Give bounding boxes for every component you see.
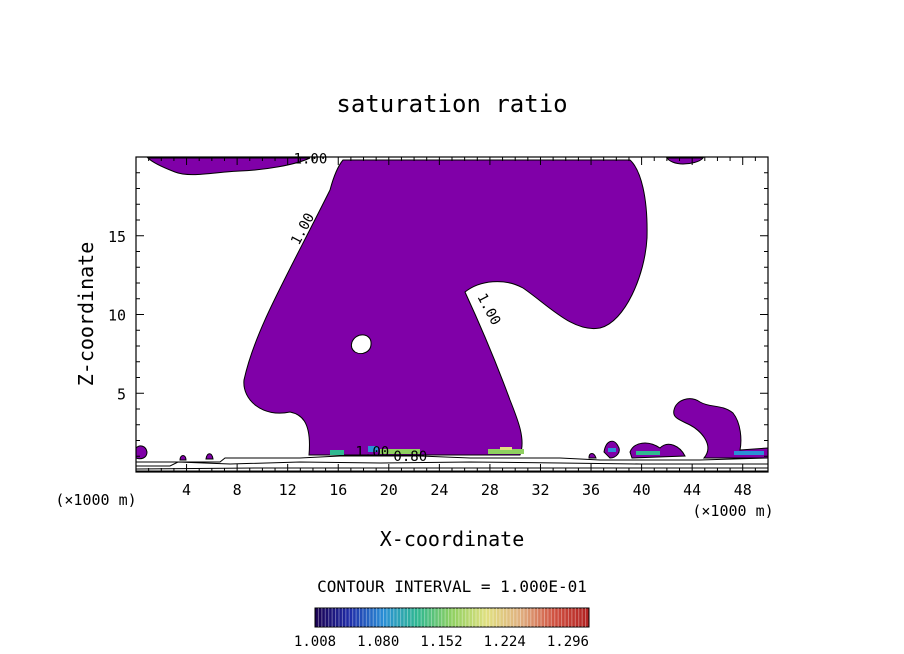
x-tick-label: 20 bbox=[380, 481, 398, 499]
high-ratio-cell bbox=[330, 450, 344, 455]
x-axis-unit-left: (×1000 m) bbox=[55, 491, 136, 509]
colorbar: 1.008 1.080 1.152 1.224 1.296 bbox=[294, 607, 590, 650]
x-tick-label: 28 bbox=[481, 481, 499, 499]
contour-line bbox=[136, 461, 768, 467]
y-axis-label: Z-coordinate bbox=[74, 242, 98, 387]
x-tick-label: 4 bbox=[182, 481, 191, 499]
colorbar-tick-label: 1.224 bbox=[484, 634, 526, 650]
x-tick-label: 44 bbox=[683, 481, 701, 499]
high-ratio-cell bbox=[734, 451, 764, 455]
contour-interval-label: CONTOUR INTERVAL = 1.000E-01 bbox=[317, 577, 587, 596]
surface-cell bbox=[205, 453, 214, 460]
supersaturation-region-top-left bbox=[146, 157, 311, 176]
contour-line bbox=[136, 455, 768, 463]
x-tick-label: 8 bbox=[233, 481, 242, 499]
supersaturation-region-main bbox=[243, 159, 648, 456]
chart-title: saturation ratio bbox=[336, 90, 567, 118]
plume-hole bbox=[350, 334, 372, 355]
x-axis-unit-right: (×1000 m) bbox=[692, 502, 773, 520]
supersaturation-region-right bbox=[673, 398, 768, 459]
high-ratio-cell bbox=[368, 446, 378, 452]
x-tick-label: 32 bbox=[531, 481, 549, 499]
x-tick-label: 16 bbox=[329, 481, 347, 499]
high-ratio-cell bbox=[500, 447, 512, 450]
supersaturation-region-top-right bbox=[666, 157, 705, 165]
high-ratio-cell bbox=[636, 451, 660, 455]
x-tick-label: 36 bbox=[582, 481, 600, 499]
high-ratio-cell bbox=[488, 449, 524, 454]
y-tick-label: 15 bbox=[108, 228, 126, 246]
contour-label: 0.80 bbox=[393, 449, 427, 465]
colorbar-tick-label: 1.296 bbox=[547, 634, 589, 650]
colorbar-gradient bbox=[314, 607, 590, 628]
high-ratio-cell bbox=[380, 449, 420, 454]
contour-label: 1.00 bbox=[356, 444, 390, 460]
high-ratio-cell bbox=[608, 448, 616, 452]
colorbar-tick-label: 1.008 bbox=[294, 634, 336, 650]
contour-label: 1.00 bbox=[294, 151, 328, 167]
surface-cell bbox=[179, 455, 187, 461]
x-tick-label: 24 bbox=[430, 481, 448, 499]
x-axis-label: X-coordinate bbox=[380, 527, 525, 551]
surface-cell bbox=[588, 453, 597, 459]
colorbar-tick-label: 1.152 bbox=[420, 634, 462, 650]
x-tick-label: 40 bbox=[633, 481, 651, 499]
y-tick-label: 10 bbox=[108, 307, 126, 325]
surface-cell bbox=[136, 445, 148, 460]
colorbar-tick-label: 1.080 bbox=[357, 634, 399, 650]
plot-area: 1.001.001.001.00 0.80 bbox=[135, 151, 769, 473]
x-tick-label: 12 bbox=[279, 481, 297, 499]
x-tick-label: 48 bbox=[734, 481, 752, 499]
y-tick-label: 5 bbox=[117, 385, 126, 403]
